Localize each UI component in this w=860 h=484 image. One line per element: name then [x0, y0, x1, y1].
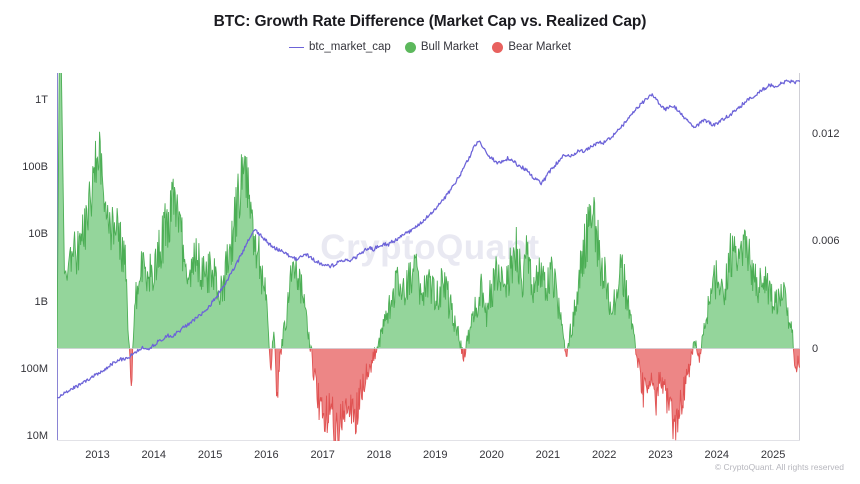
btc-market-cap-line: [57, 79, 800, 399]
y-axis-left-tick-label: 1B: [34, 295, 48, 308]
y-axis-right-line: [799, 73, 800, 441]
chart-plot: [57, 73, 800, 441]
legend-item-btc-market-cap[interactable]: btc_market_cap: [289, 41, 391, 53]
circle-marker-icon: [404, 41, 416, 53]
x-axis-tick-label: 2019: [423, 449, 448, 461]
y-axis-right-tick-label: 0.012: [812, 127, 840, 140]
y-axis-left-tick-label: 10M: [26, 430, 48, 442]
legend-item-bull-market[interactable]: Bull Market: [404, 41, 479, 53]
x-axis-tick-label: 2025: [760, 449, 786, 461]
y-axis-left-tick-label: 100M: [20, 362, 48, 375]
x-axis-tick-label: 2016: [254, 449, 279, 461]
x-axis-line: [57, 440, 800, 441]
bull-market-line: [57, 73, 794, 349]
line-marker-icon: [289, 46, 304, 48]
x-axis-tick-label: 2015: [197, 449, 223, 461]
copyright-note: © CryptoQuant. All rights reserved: [714, 462, 844, 472]
x-axis-tick-label: 2021: [535, 449, 561, 461]
x-axis-tick-label: 2017: [310, 449, 335, 461]
growth-rate-difference-area: [57, 73, 800, 441]
y-axis-right-ticks: 0.012 0.006 0: [812, 0, 860, 484]
y-axis-left-tick-label: 100B: [22, 161, 48, 174]
y-axis-right-tick-label: 0: [812, 342, 819, 355]
y-axis-left-tick-label: 1T: [35, 94, 48, 106]
y-axis-left-tick-label: 10B: [28, 228, 48, 241]
legend-label: Bear Market: [508, 41, 571, 53]
chart-legend: btc_market_cap Bull Market Bear Market: [0, 41, 860, 53]
x-axis-tick-label: 2014: [141, 449, 167, 461]
bull-market-area: [57, 73, 800, 349]
x-axis-tick-label: 2013: [85, 449, 110, 461]
legend-item-bear-market[interactable]: Bear Market: [492, 41, 571, 53]
legend-label: Bull Market: [420, 41, 479, 53]
bear-market-area: [57, 348, 800, 441]
x-axis-tick-label: 2018: [366, 449, 392, 461]
x-axis-tick-label: 2020: [479, 449, 504, 461]
y-axis-right-tick-label: 0.006: [812, 235, 840, 247]
x-axis-tick-label: 2022: [591, 449, 617, 461]
y-axis-left-ticks: 1T 100B 10B 1B 100M 10M: [0, 0, 48, 484]
bear-market-line: [57, 348, 800, 441]
legend-label: btc_market_cap: [309, 41, 391, 53]
page-title: BTC: Growth Rate Difference (Market Cap …: [213, 13, 647, 30]
circle-marker-icon: [492, 41, 504, 53]
x-axis-tick-label: 2023: [648, 449, 673, 461]
x-axis-tick-label: 2024: [704, 449, 730, 461]
